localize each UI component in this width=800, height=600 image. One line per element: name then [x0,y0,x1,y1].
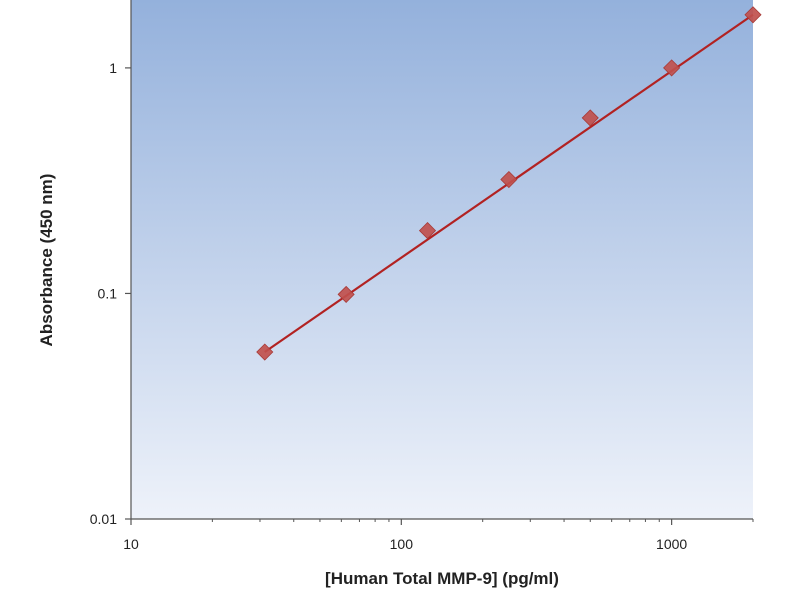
data-point [581,109,599,127]
data-point [256,343,274,361]
y-axis-ticks: 0.01 0.1 1 [90,60,131,527]
data-point [744,6,762,24]
data-point [500,170,518,189]
axes [130,0,753,520]
x-tick-label: 10 [123,536,139,552]
x-tick-label: 1000 [656,536,687,552]
data-point [663,59,681,77]
y-tick-label: 0.1 [98,285,118,301]
data-point [418,222,437,240]
y-tick-label: 0.01 [90,511,117,527]
data-point [337,285,355,303]
x-axis-ticks: 10 100 1000 [123,519,754,552]
x-axis-title: [Human Total MMP-9] (pg/ml) [325,569,559,588]
y-axis-title: Absorbance (450 nm) [37,174,56,347]
y-tick-label: 1 [109,60,117,76]
plot-area [131,0,753,519]
x-tick-label: 100 [390,536,414,552]
data-points [256,6,762,361]
